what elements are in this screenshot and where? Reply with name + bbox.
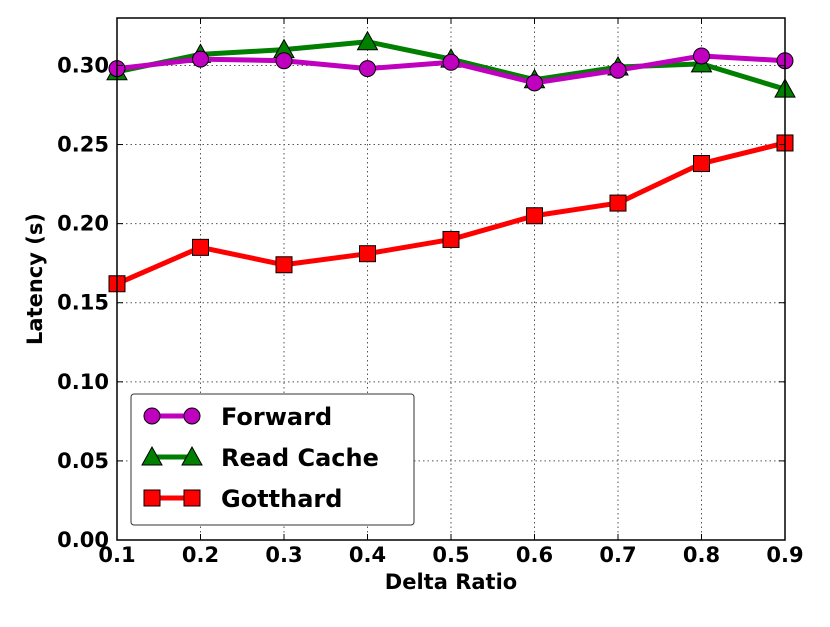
data-point [693, 155, 710, 173]
y-tick-label: 0.20 [57, 212, 109, 236]
legend-marker [183, 489, 201, 507]
series-group [106, 30, 796, 293]
legend-items: Forward Read Cache Gotthard [141, 403, 379, 513]
x-tick-label: 0.7 [599, 543, 636, 567]
y-tick-label: 0.30 [57, 53, 109, 77]
y-axis-label: Latency (s) [23, 213, 47, 345]
legend-label: Gotthard [221, 485, 342, 513]
data-point [609, 61, 627, 79]
legend-item: Forward [143, 403, 332, 431]
x-tick-label: 0.3 [265, 543, 302, 567]
legend-label: Forward [221, 403, 332, 431]
legend-marker [183, 407, 201, 425]
legend-marker [143, 407, 161, 425]
data-point [526, 207, 543, 225]
data-point [356, 30, 379, 51]
legend-marker [181, 445, 203, 466]
legend-marker [143, 489, 161, 507]
legend-marker [141, 445, 163, 466]
legend-item: Gotthard [143, 485, 342, 513]
x-tick-label: 0.4 [349, 543, 386, 567]
data-point [275, 256, 293, 274]
data-point [442, 53, 460, 71]
y-tick-label: 0.00 [57, 528, 109, 552]
data-point [442, 230, 460, 248]
series-forward [108, 47, 794, 92]
legend-label: Read Cache [221, 444, 379, 472]
data-point [609, 194, 627, 212]
axis-ticks: 0.1 0.2 0.3 0.4 0.5 0.6 0.7 0.8 0.9 0.00 0.05 0.10 0… [57, 18, 804, 567]
y-tick-label: 0.15 [57, 291, 109, 315]
y-tick-label: 0.10 [57, 370, 109, 394]
data-point [526, 74, 543, 92]
y-tick-label: 0.05 [57, 449, 109, 473]
data-point [192, 238, 209, 256]
legend: Forward Read Cache Gotthard [130, 393, 415, 526]
legend-box [130, 393, 415, 526]
x-axis-label: Delta Ratio [385, 570, 517, 594]
series-gotthard [108, 134, 794, 293]
x-tick-label: 0.1 [98, 543, 135, 567]
legend-item: Read Cache [141, 444, 379, 472]
x-tick-label: 0.8 [683, 543, 720, 567]
data-point [359, 245, 376, 263]
data-point [693, 47, 710, 65]
data-point [275, 52, 293, 70]
x-tick-label: 0.6 [516, 543, 553, 567]
data-point [192, 50, 209, 68]
y-tick-label: 0.25 [57, 133, 109, 157]
data-point [359, 60, 376, 78]
x-tick-label: 0.2 [182, 543, 219, 567]
x-tick-label: 0.5 [432, 543, 469, 567]
series-line [116, 140, 786, 287]
x-tick-label: 0.9 [766, 543, 803, 567]
